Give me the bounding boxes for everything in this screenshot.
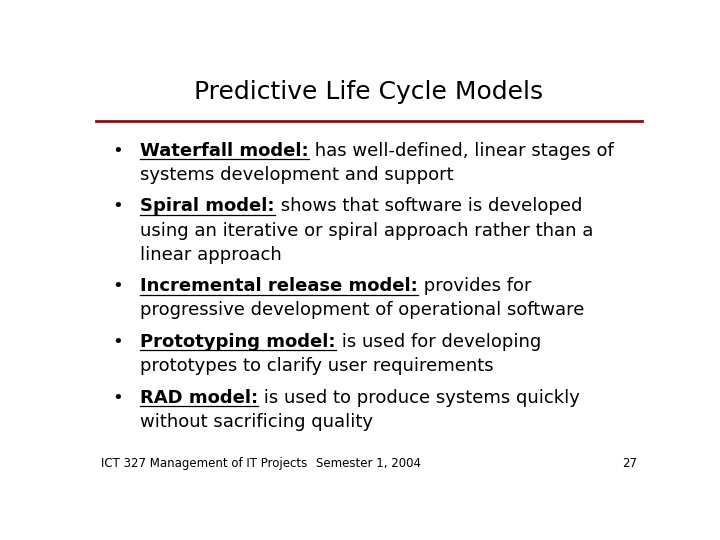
Text: •: •: [112, 198, 123, 215]
Text: prototypes to clarify user requirements: prototypes to clarify user requirements: [140, 357, 494, 375]
Text: RAD model:: RAD model:: [140, 389, 258, 407]
Text: without sacrificing quality: without sacrificing quality: [140, 413, 373, 431]
Text: ICT 327 Management of IT Projects: ICT 327 Management of IT Projects: [101, 457, 307, 470]
Text: linear approach: linear approach: [140, 246, 282, 264]
Text: has well-defined, linear stages of: has well-defined, linear stages of: [309, 141, 613, 160]
Text: •: •: [112, 277, 123, 295]
Text: Waterfall model:: Waterfall model:: [140, 141, 309, 160]
Text: provides for: provides for: [418, 277, 531, 295]
Text: using an iterative or spiral approach rather than a: using an iterative or spiral approach ra…: [140, 221, 593, 240]
Text: shows that software is developed: shows that software is developed: [275, 198, 582, 215]
Text: is used to produce systems quickly: is used to produce systems quickly: [258, 389, 580, 407]
Text: •: •: [112, 141, 123, 160]
Text: •: •: [112, 389, 123, 407]
Text: 27: 27: [622, 457, 637, 470]
Text: Prototyping model:: Prototyping model:: [140, 333, 336, 351]
Text: Predictive Life Cycle Models: Predictive Life Cycle Models: [194, 80, 544, 104]
Text: •: •: [112, 333, 123, 351]
Text: Incremental release model:: Incremental release model:: [140, 277, 418, 295]
Text: Spiral model:: Spiral model:: [140, 198, 275, 215]
Text: Semester 1, 2004: Semester 1, 2004: [317, 457, 421, 470]
Text: progressive development of operational software: progressive development of operational s…: [140, 301, 585, 319]
Text: is used for developing: is used for developing: [336, 333, 541, 351]
Text: systems development and support: systems development and support: [140, 166, 454, 184]
